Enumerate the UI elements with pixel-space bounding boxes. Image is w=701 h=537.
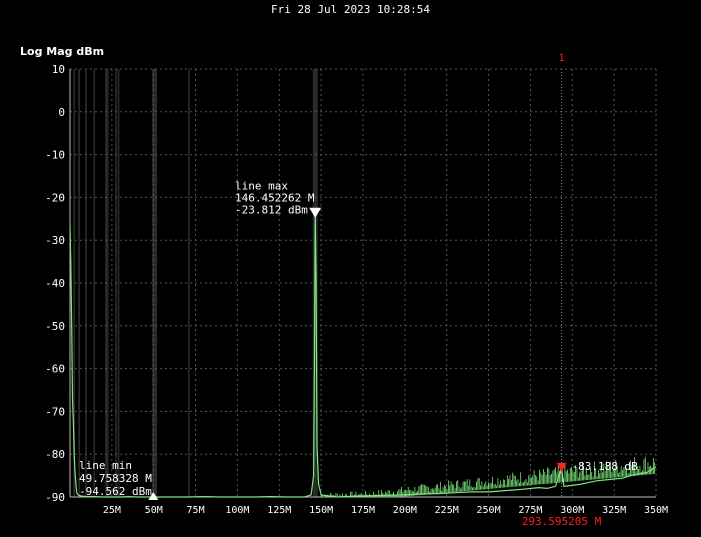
- line-min-frequency: 49.758328 M: [79, 472, 152, 485]
- y-tick-label: -90: [45, 491, 65, 504]
- x-tick-label: 125M: [267, 505, 291, 516]
- y-tick-label: -70: [45, 405, 65, 418]
- y-tick-label: -80: [45, 448, 65, 461]
- x-tick-label: 350M: [644, 505, 668, 516]
- x-tick-label: 150M: [309, 505, 333, 516]
- x-tick-label: 25M: [103, 505, 121, 516]
- marker-1-number: 1: [559, 53, 565, 64]
- y-tick-label: -10: [45, 149, 65, 162]
- y-tick-label: -40: [45, 277, 65, 290]
- y-tick-label: -30: [45, 234, 65, 247]
- x-tick-label: 250M: [477, 505, 501, 516]
- line-min-triangle: [148, 492, 159, 500]
- y-tick-label: -60: [45, 363, 65, 376]
- marker-1-level: -83.188 dB: [572, 460, 639, 473]
- x-tick-label: 200M: [393, 505, 417, 516]
- band-6: [117, 69, 120, 497]
- x-tick-label: 325M: [602, 505, 626, 516]
- x-tick-label: 175M: [351, 505, 375, 516]
- line-min-level: -94.562 dBm: [79, 485, 152, 498]
- y-tick-label: 10: [52, 63, 65, 76]
- marker-1-frequency: 293.595205 M: [522, 515, 602, 528]
- y-axis-label: Log Mag dBm: [20, 45, 105, 58]
- x-tick-label: 50M: [145, 505, 163, 516]
- line-max-level: -23.812 dBm: [235, 204, 308, 217]
- y-tick-label: 0: [58, 106, 65, 119]
- timestamp: Fri 28 Jul 2023 10:28:54: [271, 3, 430, 16]
- band-8: [188, 69, 190, 497]
- x-tick-label: 225M: [435, 505, 459, 516]
- band-0: [73, 69, 76, 497]
- x-tick-label: 275M: [518, 505, 542, 516]
- y-tick-label: -20: [45, 191, 65, 204]
- band-3: [93, 69, 96, 497]
- line-max-title: line max: [235, 180, 288, 193]
- line-min-title: line min: [79, 459, 132, 472]
- marker-1-triangle: [556, 462, 567, 472]
- line-max-frequency: 146.452262 M: [235, 192, 315, 205]
- band-7: [152, 69, 158, 497]
- y-tick-label: -50: [45, 320, 65, 333]
- x-tick-label: 75M: [187, 505, 205, 516]
- x-tick-label: 300M: [560, 505, 584, 516]
- line-max-triangle: [309, 207, 322, 218]
- band-1: [78, 69, 81, 497]
- x-tick-label: 100M: [225, 505, 249, 516]
